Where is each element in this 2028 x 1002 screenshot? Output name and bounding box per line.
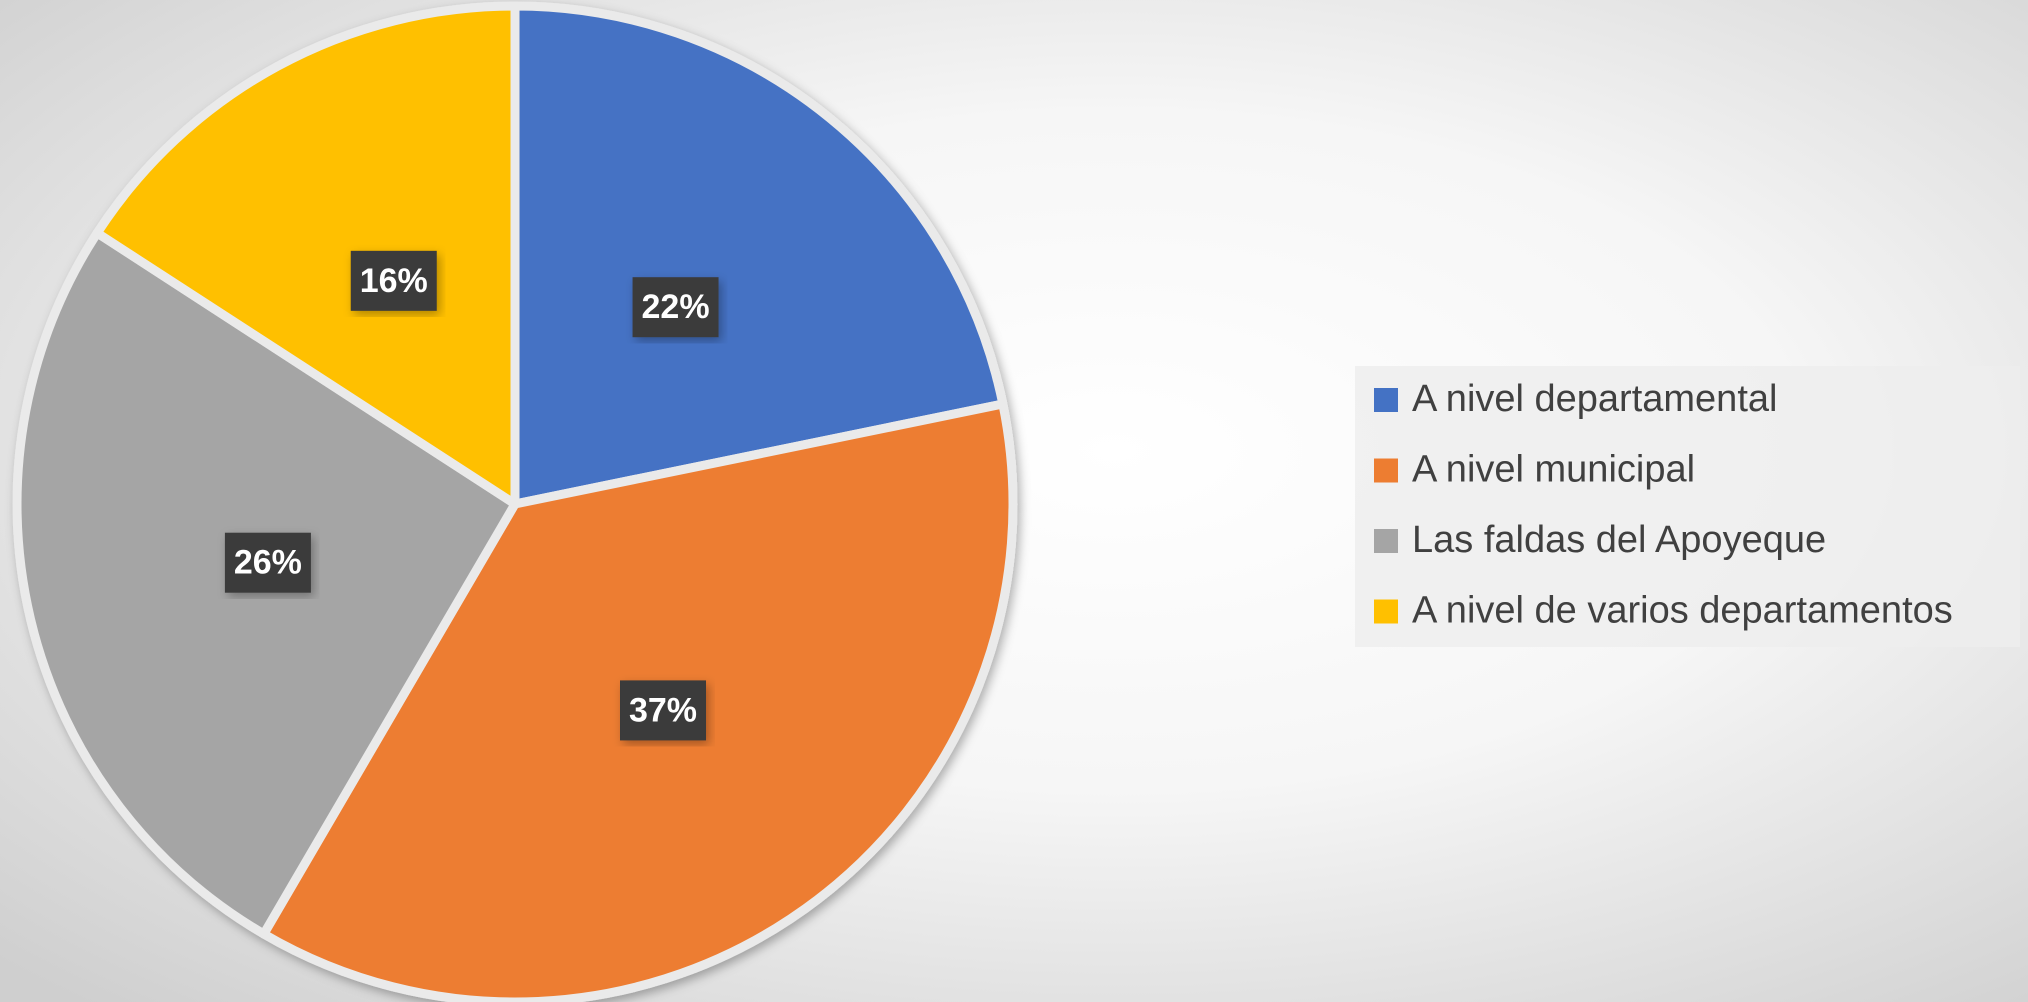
- legend-swatch: [1374, 458, 1398, 483]
- legend-label: A nivel de varios departamentos: [1412, 590, 1953, 632]
- legend-label: A nivel municipal: [1412, 449, 1695, 491]
- data-label-box: [620, 680, 707, 741]
- pie-slice: [92, 1, 520, 509]
- legend-label: A nivel departamental: [1412, 378, 1777, 420]
- pie: [12, 1, 1018, 1002]
- legend-swatch: [1374, 529, 1398, 553]
- legend-label: Las faldas del Apoyeque: [1412, 519, 1826, 561]
- data-label: 22%: [642, 288, 710, 326]
- data-label-box: [224, 532, 311, 593]
- pie-slice: [510, 1, 1008, 509]
- data-label-box: [350, 250, 437, 311]
- legend-swatch: [1374, 388, 1398, 412]
- data-label: 16%: [360, 262, 428, 300]
- data-label: 37%: [629, 691, 697, 729]
- legend-box: [1355, 366, 2020, 647]
- data-label: 26%: [234, 544, 302, 582]
- legend-swatch: [1374, 599, 1398, 624]
- data-label-box: [632, 277, 719, 338]
